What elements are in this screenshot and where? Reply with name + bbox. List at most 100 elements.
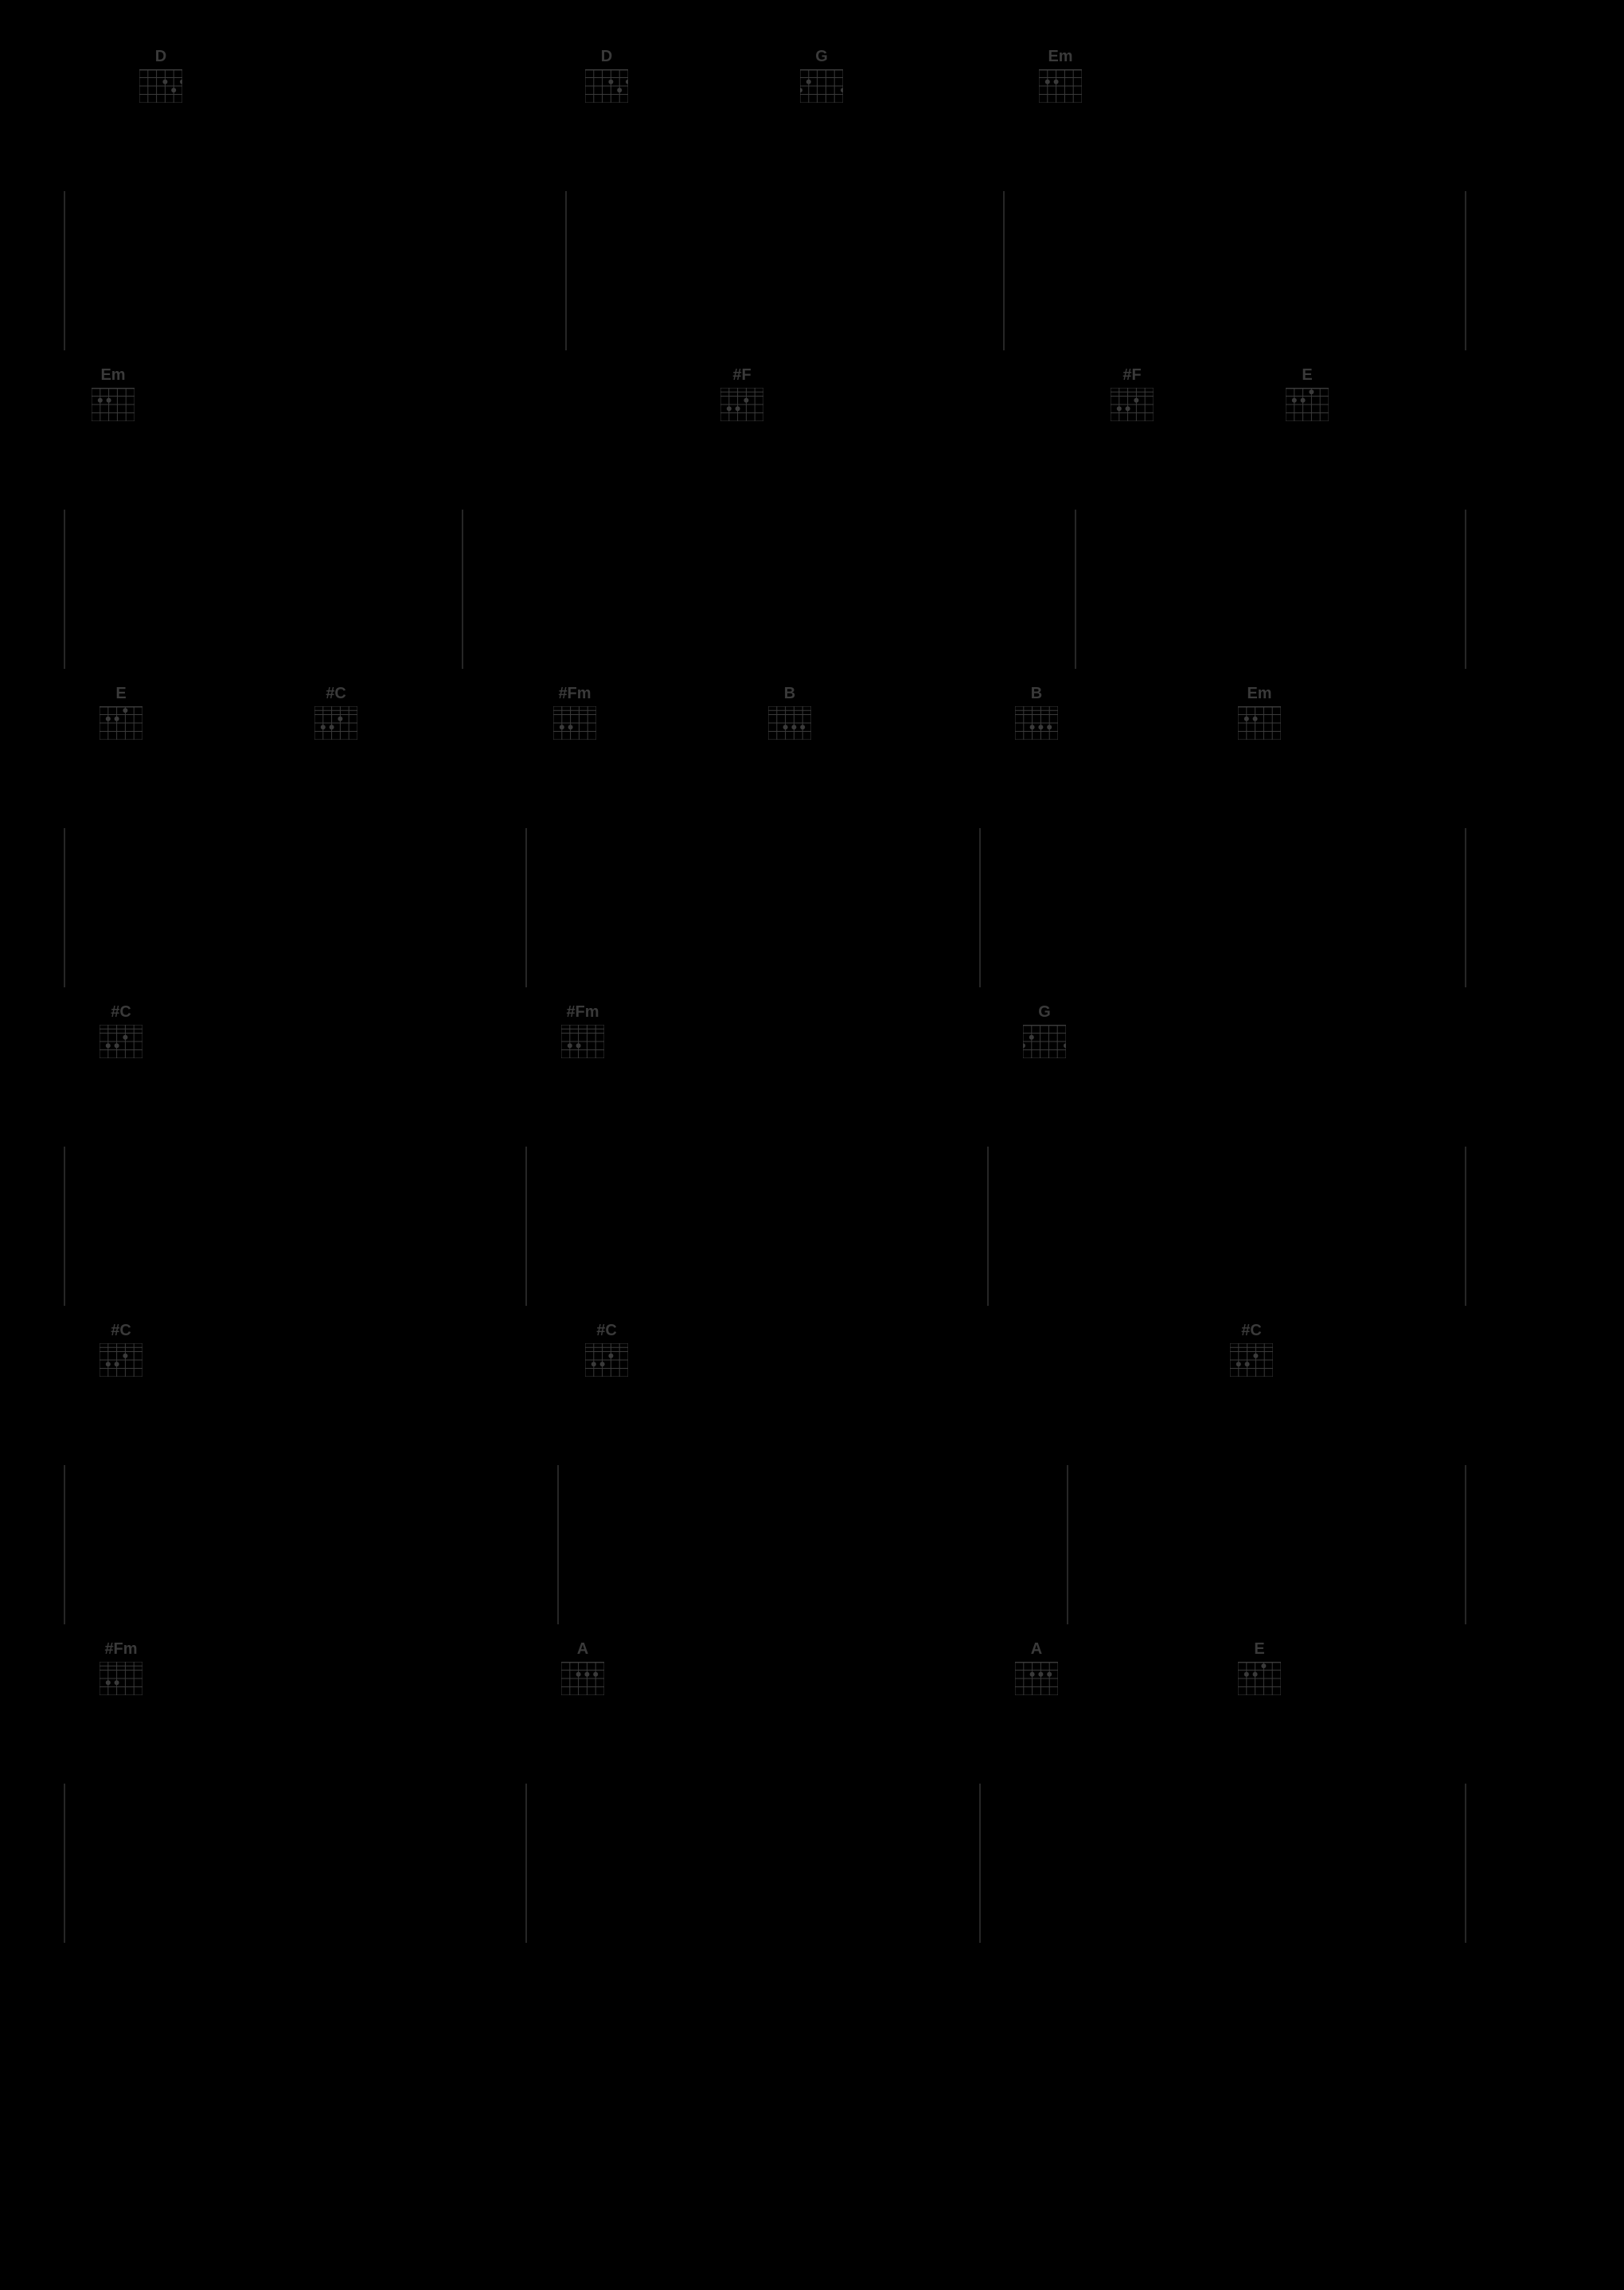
- chord-row: #FmAAE: [32, 1720, 1592, 1943]
- barline: [1067, 1465, 1068, 1624]
- chord-grid: [1286, 388, 1329, 421]
- chord-row: DDGEm: [32, 127, 1592, 350]
- chord-diagram: A: [557, 1640, 608, 1695]
- chord-diagram: E: [96, 685, 146, 740]
- chord-label: Em: [1247, 685, 1271, 703]
- chord-diagram: #Fm: [557, 1003, 608, 1058]
- chord-grid: [100, 1662, 142, 1695]
- chord-grid: [1230, 1343, 1273, 1377]
- chord-label: #Fm: [566, 1003, 599, 1022]
- barline: [525, 1784, 527, 1943]
- barline: [1465, 1147, 1466, 1306]
- chord-label: D: [155, 48, 166, 66]
- barline: [1465, 1465, 1466, 1624]
- chord-grid: [585, 1343, 628, 1377]
- barline: [64, 828, 65, 987]
- chord-grid: [100, 1025, 142, 1058]
- chord-label: G: [815, 48, 828, 66]
- barline: [1465, 828, 1466, 987]
- chord-grid: [1238, 706, 1281, 740]
- chord-grid: [1015, 706, 1058, 740]
- chord-diagram: #C: [581, 1322, 632, 1377]
- chord-grid: [768, 706, 811, 740]
- barline: [1465, 1784, 1466, 1943]
- chord-row: Em#F#FE: [32, 446, 1592, 669]
- chord-label: #Fm: [104, 1640, 137, 1659]
- barline: [64, 1147, 65, 1306]
- chord-diagram: B: [1011, 685, 1062, 740]
- barline: [1003, 191, 1005, 350]
- barline: [987, 1147, 989, 1306]
- chord-diagram: #C: [1226, 1322, 1277, 1377]
- chord-diagram: Em: [88, 366, 139, 421]
- chord-label: G: [1038, 1003, 1051, 1022]
- chord-label: Em: [100, 366, 125, 385]
- barline: [525, 828, 527, 987]
- chord-diagram: #Fm: [549, 685, 600, 740]
- chord-grid: [1023, 1025, 1066, 1058]
- chord-grid: [314, 706, 357, 740]
- chord-diagram: #C: [310, 685, 361, 740]
- chord-diagram: G: [1019, 1003, 1070, 1058]
- chord-row: E#C#FmBBEm: [32, 764, 1592, 987]
- chord-diagram: #Fm: [96, 1640, 146, 1695]
- chord-diagram: Em: [1234, 685, 1285, 740]
- chord-grid: [585, 69, 628, 103]
- chord-diagram: E: [1234, 1640, 1285, 1695]
- chord-diagram: A: [1011, 1640, 1062, 1695]
- chord-row: #C#C#C: [32, 1401, 1592, 1624]
- barline: [64, 1784, 65, 1943]
- chord-diagram: Em: [1035, 48, 1086, 103]
- chord-grid: [1111, 388, 1154, 421]
- chord-label: D: [601, 48, 612, 66]
- chord-grid: [100, 706, 142, 740]
- barline: [979, 828, 981, 987]
- chord-grid: [92, 388, 135, 421]
- chord-grid: [561, 1662, 604, 1695]
- barline: [462, 510, 463, 669]
- chord-grid: [720, 388, 763, 421]
- chord-label: E: [115, 685, 126, 703]
- chord-diagram: B: [764, 685, 815, 740]
- chord-label: #C: [111, 1003, 131, 1022]
- chord-grid: [1015, 1662, 1058, 1695]
- chord-diagram: #C: [96, 1003, 146, 1058]
- barline: [557, 1465, 559, 1624]
- chord-diagram: #C: [96, 1322, 146, 1377]
- chord-label: #C: [596, 1322, 617, 1340]
- chord-row: #C#FmG: [32, 1083, 1592, 1306]
- barline: [64, 510, 65, 669]
- chord-grid: [100, 1343, 142, 1377]
- chord-label: #C: [111, 1322, 131, 1340]
- chord-diagram: G: [796, 48, 847, 103]
- chord-diagram: #F: [1107, 366, 1157, 421]
- chord-label: #Fm: [558, 685, 591, 703]
- chord-label: #C: [1241, 1322, 1262, 1340]
- chord-diagram: E: [1282, 366, 1333, 421]
- barline: [64, 191, 65, 350]
- rows-container: DDGEmEm#F#FEE#C#FmBBEm#C#FmG#C#C#C#FmAAE: [32, 127, 1592, 1943]
- barline: [525, 1147, 527, 1306]
- barline: [1465, 191, 1466, 350]
- sheet-page: DDGEmEm#F#FEE#C#FmBBEm#C#FmG#C#C#C#FmAAE: [0, 0, 1624, 2290]
- chord-grid: [1238, 1662, 1281, 1695]
- barline: [64, 1465, 65, 1624]
- chord-grid: [1039, 69, 1082, 103]
- chord-grid: [553, 706, 596, 740]
- chord-label: B: [1031, 685, 1042, 703]
- chord-label: Em: [1048, 48, 1072, 66]
- chord-grid: [139, 69, 182, 103]
- chord-label: E: [1302, 366, 1312, 385]
- chord-grid: [800, 69, 843, 103]
- barline: [1075, 510, 1076, 669]
- barline: [1465, 510, 1466, 669]
- chord-label: B: [784, 685, 795, 703]
- chord-label: A: [577, 1640, 588, 1659]
- barline: [565, 191, 567, 350]
- chord-label: #F: [1122, 366, 1141, 385]
- chord-grid: [561, 1025, 604, 1058]
- chord-diagram: #F: [716, 366, 767, 421]
- chord-diagram: D: [135, 48, 186, 103]
- chord-diagram: D: [581, 48, 632, 103]
- chord-label: #F: [732, 366, 751, 385]
